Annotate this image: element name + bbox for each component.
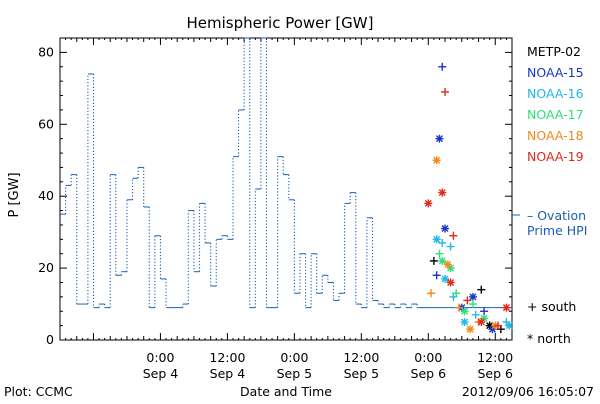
y-tick-label: 0 (46, 332, 54, 347)
north-key: * north (527, 331, 571, 346)
marker-noaa-16-south (471, 310, 480, 319)
star-d2 (435, 135, 443, 143)
marker-noaa-16-south (446, 242, 455, 251)
south-key: + south (527, 299, 576, 314)
marker-noaa-16-north (460, 318, 469, 327)
marker-noaa-18-north (466, 325, 475, 334)
marker-noaa-18-north (443, 260, 452, 269)
star-d2 (477, 318, 485, 326)
marker-noaa-17-south (435, 249, 444, 258)
star-d2 (502, 304, 510, 312)
star-d2 (424, 199, 432, 207)
marker-noaa-18-south (454, 303, 463, 312)
satellite-markers (424, 62, 514, 334)
star-d2 (505, 322, 513, 330)
marker-noaa-16-north (432, 235, 441, 244)
y-tick-label: 20 (38, 260, 54, 275)
y-tick-label: 80 (38, 44, 54, 59)
ovation-legend-line2: Prime HPI (527, 223, 587, 238)
x-tick-label-time: 12:00 (209, 350, 245, 365)
x-tick-label-time: 0:00 (146, 350, 174, 365)
marker-noaa-18-south (427, 289, 436, 298)
marker-noaa-17-north (460, 307, 469, 316)
marker-metp-02-south (429, 256, 438, 265)
legend-entry: NOAA-16 (527, 86, 584, 101)
legend-entry: NOAA-17 (527, 107, 584, 122)
marker-noaa-15-north (435, 134, 444, 143)
marker-noaa-15-north (468, 292, 477, 301)
star-d2 (441, 275, 449, 283)
y-axis-label: P [GW] (7, 172, 22, 217)
star-d2 (486, 322, 494, 330)
star-d2 (438, 257, 446, 265)
marker-noaa-17-north (438, 256, 447, 265)
marker-noaa-17-south (452, 289, 461, 298)
marker-metp-02-south (477, 285, 486, 294)
x-tick-label-time: 12:00 (343, 350, 379, 365)
chart-title: Hemispheric Power [GW] (187, 14, 374, 32)
marker-noaa-15-south (438, 62, 447, 71)
star-d2 (466, 325, 474, 333)
x-tick-label-date: Sep 5 (344, 366, 380, 381)
x-tick-label-date: Sep 4 (210, 366, 246, 381)
star-d2 (433, 156, 441, 164)
marker-noaa-17-south (468, 300, 477, 309)
plot-frame (59, 37, 513, 341)
marker-noaa-19-south (494, 321, 503, 330)
star-d2 (447, 264, 455, 272)
marker-noaa-19-north (446, 278, 455, 287)
star-d2 (433, 235, 441, 243)
x-tick-label-time: 0:00 (414, 350, 442, 365)
x-tick-label-date: Sep 5 (277, 366, 313, 381)
ovation-legend-line1: – Ovation (527, 208, 586, 223)
marker-noaa-19-south (463, 296, 472, 305)
legend-entry: NOAA-19 (527, 149, 584, 164)
star-d2 (447, 278, 455, 286)
marker-noaa-16-south (438, 238, 447, 247)
y-axis: 0 20 40 60 80 (38, 44, 512, 347)
marker-noaa-19-south (449, 231, 458, 240)
marker-noaa-19-north (477, 318, 486, 327)
marker-noaa-18-north (432, 156, 441, 165)
star-d2 (438, 189, 446, 197)
legend-entry: NOAA-15 (527, 65, 584, 80)
x-tick-label-date: Sep 6 (411, 366, 447, 381)
x-tick-label-date: Sep 6 (478, 366, 514, 381)
y-tick-label: 40 (38, 188, 54, 203)
footer-credit: Plot: CCMC (4, 384, 73, 399)
star-d2 (461, 307, 469, 315)
y-tick-label: 60 (38, 116, 54, 131)
marker-noaa-19-north (502, 303, 511, 312)
legend-entry: METP-02 (527, 44, 581, 59)
marker-noaa-19-north (424, 199, 433, 208)
star-d2 (441, 225, 449, 233)
marker-noaa-15-north (441, 224, 450, 233)
legend-entry: NOAA-18 (527, 128, 584, 143)
footer-timestamp: 2012/09/06 16:05:07 (462, 384, 594, 399)
marker-noaa-19-south (441, 87, 450, 96)
star-d2 (444, 261, 452, 268)
marker-noaa-15-south (432, 271, 441, 280)
star-d2 (469, 293, 477, 301)
marker-noaa-16-north (505, 321, 514, 330)
x-tick-label-time: 0:00 (280, 350, 308, 365)
x-tick-label-time: 12:00 (477, 350, 513, 365)
marker-noaa-16-north (441, 274, 450, 283)
legend: METP-02 NOAA-15 NOAA-16 NOAA-17 NOAA-18 NOAA-… (527, 44, 584, 164)
marker-noaa-19-north (438, 188, 447, 197)
x-axis-label: Date and Time (240, 384, 332, 399)
x-tick-label-date: Sep 4 (143, 366, 179, 381)
star-d2 (461, 318, 469, 326)
ovation-series (60, 37, 512, 309)
marker-noaa-15-south (480, 307, 489, 316)
